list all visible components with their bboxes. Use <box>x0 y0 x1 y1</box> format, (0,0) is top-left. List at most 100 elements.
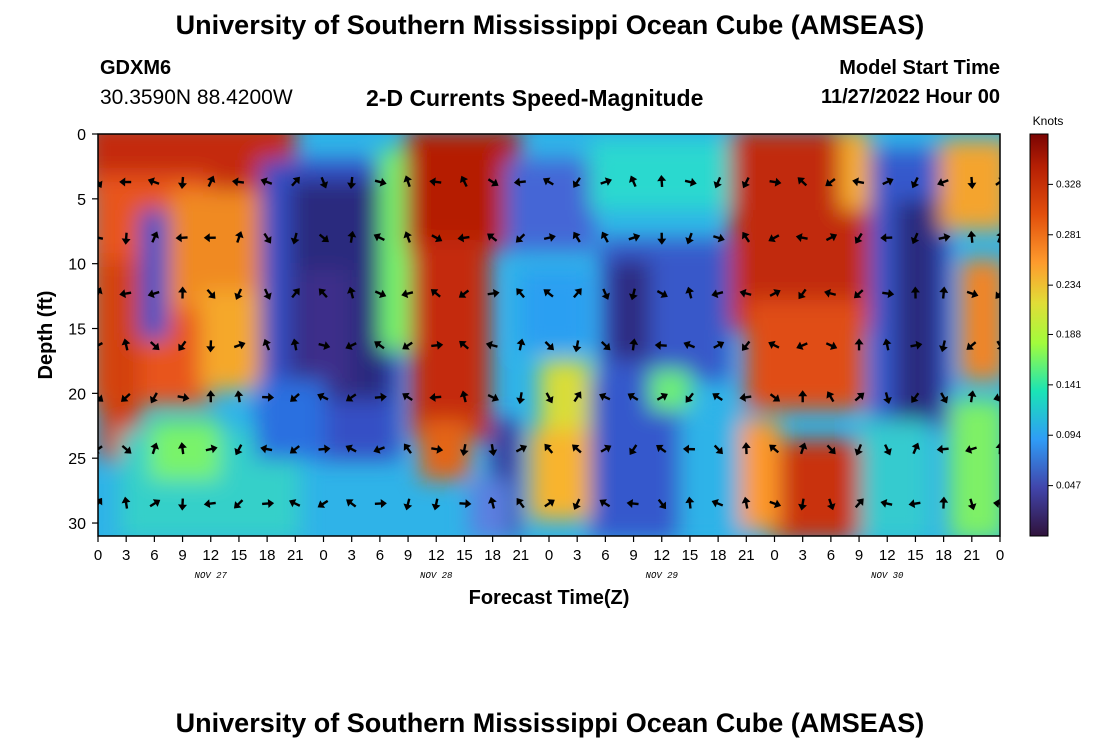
current-arrow <box>374 341 385 350</box>
current-arrow <box>544 443 554 454</box>
x-tick-label: 0 <box>319 547 327 564</box>
current-arrow <box>373 233 385 242</box>
current-arrow <box>629 338 639 351</box>
current-arrow <box>993 498 1000 508</box>
current-arrow <box>629 444 638 455</box>
y-tick-label: 5 <box>77 192 86 209</box>
x-tick-label: 3 <box>348 547 356 564</box>
current-arrow <box>911 392 920 403</box>
current-arrow <box>431 444 444 454</box>
current-arrow <box>346 499 357 508</box>
x-tick-label: 18 <box>484 547 501 564</box>
current-arrow <box>345 444 357 453</box>
current-arrow <box>403 175 412 188</box>
current-arrow <box>234 444 243 456</box>
x-tick-label: 18 <box>710 547 727 564</box>
current-arrow <box>684 177 697 187</box>
current-arrow <box>826 444 836 455</box>
current-arrow <box>516 288 525 299</box>
current-arrow <box>150 231 159 243</box>
current-arrow <box>290 232 300 245</box>
x-tick-label: 3 <box>573 547 581 564</box>
x-tick-label: 15 <box>456 547 473 564</box>
day-label: NOV 29 <box>646 571 679 581</box>
current-arrow <box>374 177 387 187</box>
heatmap <box>98 134 1000 536</box>
y-tick-label: 15 <box>68 322 86 339</box>
current-arrow <box>121 444 132 454</box>
current-arrow <box>374 289 387 299</box>
current-arrow <box>742 231 751 243</box>
current-arrow <box>993 393 1000 402</box>
y-axis: 0 5 10 15 20 25 30 <box>68 127 98 533</box>
day-label: NOV 28 <box>420 571 453 581</box>
day-label: NOV 30 <box>871 571 904 581</box>
current-arrow <box>403 498 413 511</box>
current-arrow <box>459 390 469 403</box>
current-arrow <box>741 496 751 509</box>
current-arrow <box>769 177 782 187</box>
current-arrow <box>966 341 977 350</box>
current-arrow <box>883 444 892 456</box>
x-tick-label: 15 <box>682 547 699 564</box>
model-start-label: Model Start Time <box>839 57 1000 79</box>
model-start-value: 11/27/2022 Hour 00 <box>820 86 1000 108</box>
current-arrow <box>347 230 357 243</box>
current-arrow <box>995 288 1000 299</box>
current-arrow <box>712 392 723 402</box>
current-arrow <box>487 288 500 298</box>
current-arrow <box>825 178 836 187</box>
current-arrow <box>769 393 781 402</box>
colorbar-tick-label: 0.328 <box>1056 179 1081 190</box>
current-arrow <box>149 499 161 508</box>
current-arrow <box>260 444 273 454</box>
colorbar-tick-label: 0.281 <box>1056 230 1081 241</box>
x-tick-label: 18 <box>259 547 276 564</box>
x-tick-label: 9 <box>855 547 863 564</box>
x-tick-label: 6 <box>601 547 609 564</box>
current-arrow <box>683 340 696 350</box>
current-arrow <box>545 392 554 404</box>
current-arrow <box>711 289 724 299</box>
current-arrow <box>628 288 638 301</box>
current-arrow <box>882 177 894 186</box>
current-arrow <box>319 176 329 189</box>
current-arrow <box>178 498 188 511</box>
current-arrow <box>543 233 556 242</box>
current-arrow <box>967 390 977 403</box>
current-arrow <box>459 443 469 456</box>
current-arrow <box>515 444 528 453</box>
current-arrow <box>910 232 920 245</box>
current-arrow <box>206 288 216 299</box>
current-arrow <box>177 393 190 402</box>
current-arrow <box>291 288 300 299</box>
current-arrow <box>629 175 638 188</box>
x-tick-label: 12 <box>653 547 670 564</box>
current-arrow <box>685 496 695 509</box>
current-arrow <box>150 442 159 455</box>
current-arrow <box>345 393 357 402</box>
day-label: NOV 27 <box>195 571 228 581</box>
current-arrow <box>852 177 865 187</box>
current-arrow <box>459 175 469 187</box>
current-arrow <box>515 233 526 243</box>
current-arrow <box>939 496 949 509</box>
current-arrow <box>231 177 245 187</box>
y-tick-label: 25 <box>68 451 86 468</box>
current-arrow <box>739 392 752 402</box>
current-arrow <box>795 233 808 242</box>
colorbar-title: Knots <box>1033 114 1064 128</box>
current-arrow <box>769 289 781 298</box>
current-arrow <box>402 341 413 350</box>
current-arrow <box>713 444 723 455</box>
current-arrow <box>121 496 131 509</box>
current-arrow <box>654 340 667 350</box>
current-arrow <box>431 498 441 511</box>
current-arrow <box>826 391 835 403</box>
footer-title: University of Southern Mississippi Ocean… <box>175 708 925 738</box>
current-arrow <box>910 340 923 350</box>
current-arrow <box>854 498 864 509</box>
current-arrow <box>203 499 216 509</box>
current-arrow <box>262 392 275 402</box>
current-arrow <box>262 499 275 508</box>
